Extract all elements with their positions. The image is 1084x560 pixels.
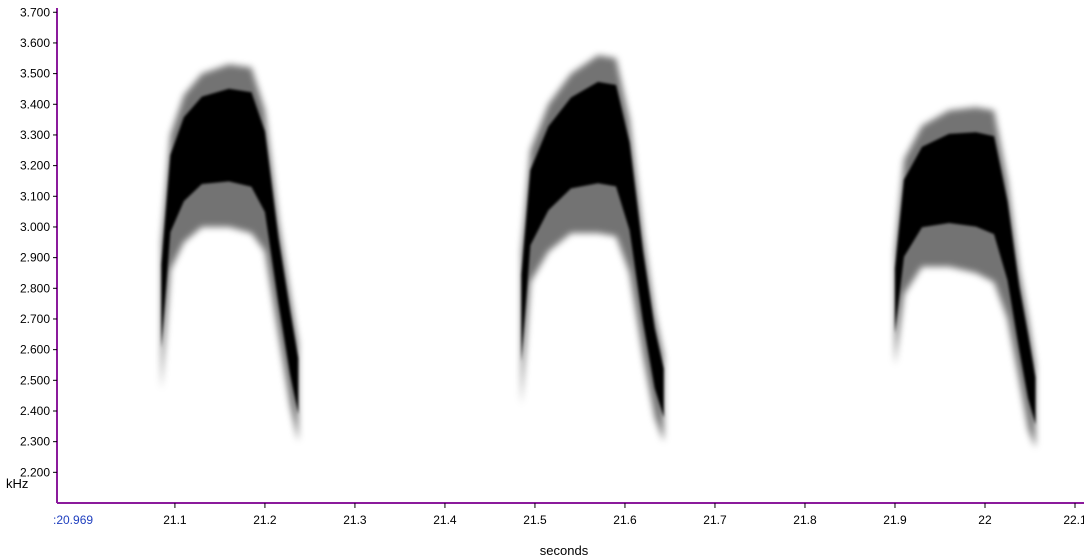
call-2 [521, 81, 664, 418]
call-1 [161, 88, 299, 415]
call-layer [161, 55, 1036, 448]
x-start-label: :20.969 [53, 513, 93, 527]
y-tick-label: 3.400 [20, 97, 50, 111]
x-tick-label: 21.4 [433, 513, 457, 527]
y-tick-label: 2.700 [20, 312, 50, 326]
y-tick-label: 2.800 [20, 281, 50, 295]
y-tick-label: 3.600 [20, 36, 50, 50]
x-tick-label: 21.7 [703, 513, 727, 527]
x-tick-label: 22.1 [1063, 513, 1084, 527]
x-tick-label: 21.1 [163, 513, 187, 527]
y-axis-label: kHz [6, 476, 28, 491]
y-tick-label: 3.500 [20, 67, 50, 81]
y-tick-label: 3.300 [20, 128, 50, 142]
x-tick-label: 21.6 [613, 513, 637, 527]
y-tick-label: 3.700 [20, 5, 50, 19]
y-tick-label: 3.200 [20, 159, 50, 173]
x-tick-label: 21.5 [523, 513, 547, 527]
y-tick-label: 3.000 [20, 220, 50, 234]
y-ticks: 2.200 2.300 2.400 2.500 2.600 2.700 2.800 2.900… [20, 5, 57, 479]
x-tick-label: 21.3 [343, 513, 367, 527]
y-tick-label: 2.900 [20, 251, 50, 265]
y-tick-label: 2.400 [20, 404, 50, 418]
x-axis-label: seconds [540, 543, 589, 558]
y-tick-label: 3.100 [20, 189, 50, 203]
y-tick-label: 2.600 [20, 343, 50, 357]
x-tick-label: 21.8 [793, 513, 817, 527]
call-3 [895, 132, 1036, 425]
y-tick-label: 2.300 [20, 435, 50, 449]
y-tick-label: 2.500 [20, 373, 50, 387]
x-ticks: :20.969 21.1 21.2 21.3 21.4 21.5 21.6 21.7 21.8 2… [53, 503, 1084, 527]
x-tick-label: 21.2 [253, 513, 277, 527]
x-tick-label: 22 [978, 513, 992, 527]
y-tick-label: 2.200 [20, 465, 50, 479]
x-tick-label: 21.9 [883, 513, 907, 527]
